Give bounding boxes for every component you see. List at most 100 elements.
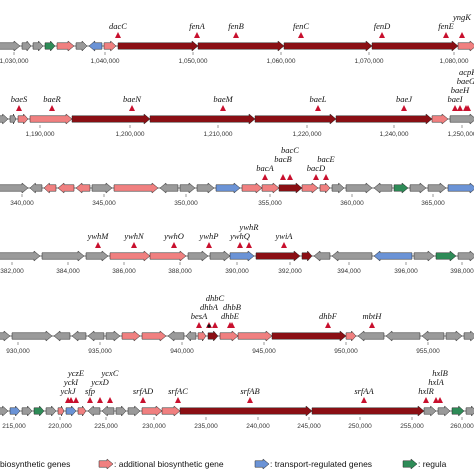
gene-label: fenC (293, 21, 309, 31)
gene-arrow-transport (65, 405, 77, 417)
gene-arrow-other (345, 182, 373, 194)
gene-marker (437, 397, 443, 403)
gene-arrow-other (179, 182, 196, 194)
gene-marker (433, 397, 439, 403)
gene-label: ywhP (199, 231, 219, 241)
track-bac: 340,000 345,000 350,000 355,000 360,000 365,0… (0, 145, 474, 207)
legend-item-transport: : transport-regulated genes (254, 458, 372, 470)
axis-tick-label: 382,000 (0, 268, 24, 275)
gene-arrow-other (159, 182, 179, 194)
legend-item-regulatory: : regula (402, 458, 447, 470)
gene-marker (229, 322, 235, 328)
gene-marker (49, 105, 55, 111)
gene-label: dhbE (221, 311, 240, 321)
legend-label: : transport-regulated genes (270, 459, 372, 469)
gene-marker (16, 105, 22, 111)
axis-tick-label: 1,070,000 (355, 58, 384, 65)
axis-tick-label: 955,000 (416, 348, 440, 355)
axis-tick-label: 945,000 (252, 348, 276, 355)
gene-marker (140, 397, 146, 403)
axis-tick-label: 1,190,000 (26, 131, 55, 138)
gene-arrow-other (32, 40, 44, 52)
gene-arrow-other (87, 405, 101, 417)
gene-arrow-transport (9, 405, 21, 417)
gene-label: besA (191, 311, 208, 321)
gene-arrow-additional (141, 330, 167, 342)
gene-label: mbtH (363, 311, 383, 321)
gene-label: ywhM (87, 231, 110, 241)
gene-arrow-core (207, 330, 219, 342)
gene-marker (97, 397, 103, 403)
gene-label: yckJ (59, 386, 76, 396)
gene-label: dhbA (200, 302, 219, 312)
gene-arrow-other (196, 182, 215, 194)
gene-arrow-other (449, 113, 474, 125)
axis-tick-label: 950,000 (334, 348, 358, 355)
gene-arrow-transport (447, 182, 474, 194)
gene-label: hxlR (418, 386, 434, 396)
gene-label: baeR (43, 94, 61, 104)
gene-arrow-additional (43, 182, 57, 194)
gene-arrow-other (0, 40, 21, 52)
gene-label: bacA (256, 163, 274, 173)
gene-arrow-other (445, 330, 463, 342)
gene-arrow-other (427, 182, 447, 194)
gene-arrow-additional (141, 405, 163, 417)
gene-arrow-additional (121, 330, 141, 342)
gene-arrow-core (371, 40, 459, 52)
axis-tick-label: 245,000 (297, 423, 321, 430)
gene-arrow-other (373, 182, 393, 194)
gene-label: yngK (452, 12, 472, 22)
gene-marker (246, 242, 252, 248)
gene-arrow-other (85, 250, 109, 262)
axis-tick-label: 940,000 (170, 348, 194, 355)
track-dhb: 930,000 935,000 940,000 945,000 950,000 955,0… (0, 293, 474, 355)
axis-tick-label: 1,210,000 (204, 131, 233, 138)
gene-marker (212, 322, 218, 328)
gene-marker (369, 322, 375, 328)
gene-arrow-other (9, 113, 17, 125)
gene-arrow-other (105, 330, 121, 342)
axis-tick-label: 360,000 (340, 200, 364, 207)
gene-arrow-core (301, 250, 313, 262)
gene-arrow-other (21, 405, 33, 417)
gene-arrow-other (331, 250, 373, 262)
legend-swatch (254, 458, 270, 470)
gene-marker (107, 397, 113, 403)
gene-arrow-core (179, 405, 313, 417)
gene-arrow-other (167, 330, 185, 342)
axis-tick-label: 392,000 (278, 268, 302, 275)
track-bae: 1,190,000 1,200,000 1,210,000 1,220,000 1,24… (0, 67, 474, 138)
gene-arrow-core (311, 405, 425, 417)
gene-marker (220, 105, 226, 111)
gene-arrow-core (149, 113, 256, 125)
gene-label: ywiA (275, 231, 294, 241)
legend-label: biosynthetic genes (0, 459, 70, 469)
gene-arrow-other (437, 405, 451, 417)
gene-arrow-transport (373, 250, 413, 262)
gene-label: ycxC (101, 368, 119, 378)
gene-label: baeI (447, 94, 463, 104)
gene-label: yckI (63, 377, 79, 387)
gene-marker (459, 32, 465, 38)
gene-label: dhbB (223, 302, 241, 312)
gene-label: baeH (451, 85, 470, 95)
gene-arrow-transport (229, 250, 255, 262)
gene-label: baeL (310, 94, 327, 104)
gene-marker (175, 397, 181, 403)
gene-label: baeJ (396, 94, 413, 104)
gene-marker (237, 242, 243, 248)
gene-marker (379, 32, 385, 38)
axis-tick-label: 1,080,000 (440, 58, 469, 65)
gene-label: sfp (85, 386, 95, 396)
gene-arrow-other (101, 405, 115, 417)
axis-tick-label: 1,240,000 (380, 131, 409, 138)
gene-label: baeM (213, 94, 233, 104)
gene-marker (465, 105, 471, 111)
gene-label: baeG (457, 76, 474, 86)
gene-arrow-other (0, 330, 11, 342)
gene-arrow-other (53, 330, 71, 342)
axis-tick-label: 1,060,000 (267, 58, 296, 65)
gene-label: dacC (109, 21, 127, 31)
